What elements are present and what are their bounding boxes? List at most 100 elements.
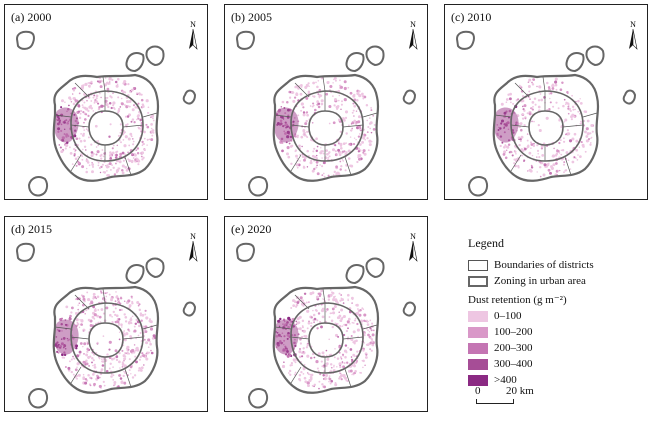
dust-dot — [117, 299, 120, 302]
satellite-zone-outline — [125, 52, 145, 73]
dust-dot — [124, 123, 128, 127]
dust-dot — [332, 95, 334, 97]
dust-dot — [347, 317, 351, 321]
dust-dot — [372, 329, 375, 332]
dust-dot — [137, 127, 141, 130]
dust-dot — [332, 82, 334, 84]
dust-dot — [82, 297, 86, 301]
dust-dot — [328, 316, 331, 318]
dust-dot — [317, 312, 321, 315]
dust-dot — [339, 160, 342, 163]
dust-dot — [569, 110, 572, 112]
dust-dot — [109, 95, 112, 98]
dust-dot — [517, 166, 520, 169]
dust-dot — [567, 107, 570, 110]
legend-class-1: 100–200 — [468, 324, 648, 340]
dust-dot — [102, 335, 105, 337]
dust-dot — [122, 90, 125, 94]
dust-dot — [148, 138, 151, 141]
dust-dot — [307, 82, 310, 85]
dust-dot — [353, 119, 357, 123]
dust-dot — [347, 86, 350, 89]
dust-dot — [108, 293, 111, 296]
dust-dot — [339, 372, 341, 375]
dust-dot — [288, 96, 292, 99]
core-zone-outline — [88, 322, 124, 358]
dust-dot — [298, 373, 302, 377]
dust-dot — [304, 85, 308, 89]
dust-dot — [365, 319, 368, 322]
dust-dot — [79, 342, 83, 345]
dust-dot — [564, 118, 568, 122]
ring-zone-outline — [290, 90, 364, 162]
dust-dot — [573, 132, 577, 136]
dust-dot — [320, 325, 323, 329]
dust-dot — [97, 164, 100, 167]
dust-dot — [353, 355, 356, 357]
dust-dot — [370, 131, 373, 134]
dust-dot — [82, 360, 86, 364]
dust-dot — [108, 83, 111, 85]
dust-dot — [74, 157, 78, 161]
satellite-zone-outline — [235, 242, 255, 262]
dust-dot — [330, 319, 334, 323]
dust-dot — [372, 344, 374, 347]
dust-dot — [305, 346, 309, 349]
dust-dot — [75, 318, 79, 322]
dust-dot — [567, 103, 570, 106]
dust-dot — [121, 366, 124, 368]
dust-dot — [138, 324, 141, 328]
dust-dot — [286, 101, 289, 104]
dust-dot — [554, 83, 558, 87]
dust-dot — [106, 353, 109, 356]
dust-dot — [115, 358, 119, 362]
dust-dot — [97, 308, 100, 311]
high-retention-area — [493, 107, 519, 143]
dust-dot — [104, 292, 107, 295]
dust-dot — [315, 309, 318, 312]
dust-dot — [116, 144, 119, 147]
dust-dot — [78, 326, 81, 329]
dust-dot — [300, 335, 304, 339]
dust-dot — [76, 377, 78, 380]
dust-dot — [303, 302, 306, 305]
dust-dot — [355, 303, 358, 307]
dust-dot — [100, 290, 102, 292]
dust-dot — [301, 319, 305, 323]
dust-dot — [353, 115, 355, 117]
dust-dot — [111, 164, 113, 166]
dust-dot — [115, 84, 119, 88]
dust-dot — [316, 164, 318, 167]
dust-dot — [356, 322, 359, 326]
dust-dot — [112, 379, 115, 381]
dust-dot — [560, 153, 563, 156]
dust-dot — [91, 165, 95, 168]
dust-dot — [96, 295, 100, 299]
dust-dot — [140, 319, 143, 322]
dust-dot — [300, 370, 303, 374]
dust-dot — [139, 355, 142, 359]
dust-dot — [99, 154, 102, 158]
dust-dot — [287, 372, 290, 374]
dust-dot — [505, 101, 508, 104]
dust-dot — [316, 100, 319, 103]
dust-dot — [82, 295, 85, 298]
dust-dot — [524, 117, 527, 120]
dust-dot — [143, 137, 146, 140]
dust-dot — [356, 99, 359, 102]
dust-dot — [327, 378, 329, 380]
dust-dot — [102, 380, 105, 383]
dust-dot — [136, 160, 138, 163]
dust-dot — [77, 308, 80, 311]
dust-dot — [367, 333, 370, 337]
dust-dot — [302, 106, 305, 109]
dust-dot — [83, 121, 85, 124]
dust-dot — [312, 150, 315, 153]
legend-class-2: 200–300 — [468, 340, 648, 356]
dust-dot — [551, 87, 555, 90]
dust-dot — [339, 146, 343, 150]
district-boundary — [122, 124, 144, 128]
dust-dot — [329, 363, 333, 366]
dust-dot — [359, 127, 362, 130]
dust-dot — [529, 141, 533, 144]
